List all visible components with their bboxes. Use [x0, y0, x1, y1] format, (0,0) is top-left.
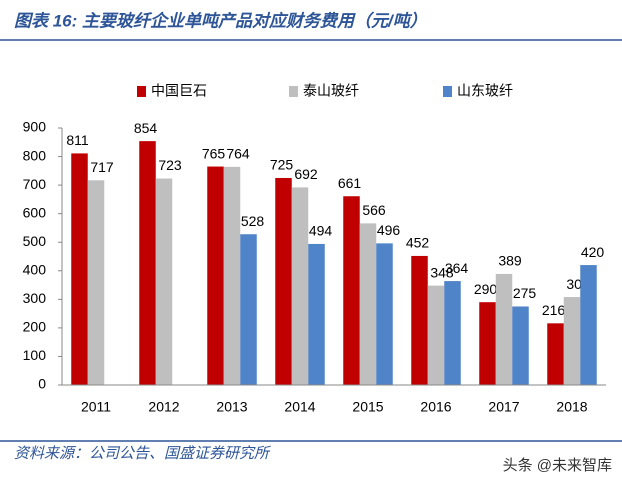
data-label: 290: [474, 281, 498, 297]
bar: [139, 141, 156, 385]
bar: [87, 180, 105, 385]
watermark: 头条 @未来智库: [503, 456, 612, 474]
data-label: 765: [202, 145, 226, 161]
data-label: 496: [377, 222, 401, 238]
x-tick-label: 2015: [352, 399, 383, 415]
data-label: 566: [362, 202, 386, 218]
data-label: 216: [542, 302, 566, 318]
legend-swatch: [443, 86, 452, 97]
data-label: 452: [406, 235, 430, 251]
bar: [495, 273, 513, 385]
source-note: 资料来源：公司公告、国盛证券研究所: [14, 445, 271, 462]
data-label: 854: [134, 120, 158, 136]
data-label: 275: [513, 285, 537, 301]
data-label: 661: [338, 175, 362, 191]
bar: [580, 265, 597, 385]
x-tick-label: 2014: [284, 399, 315, 415]
bar: [427, 285, 445, 385]
y-tick-label: 0: [38, 376, 46, 392]
data-label: 692: [294, 166, 318, 182]
y-tick-label: 700: [23, 176, 47, 192]
bar: [343, 196, 360, 385]
bar: [359, 223, 377, 385]
bar: [376, 243, 393, 385]
bar: [240, 234, 257, 385]
y-tick-label: 900: [23, 119, 47, 135]
data-label: 725: [270, 157, 294, 173]
legend-label: 中国巨石: [151, 83, 207, 99]
bar: [275, 177, 292, 385]
x-tick-label: 2011: [81, 399, 111, 415]
data-label: 420: [581, 244, 605, 260]
data-label: 723: [158, 157, 182, 173]
legend-label: 山东玻纤: [457, 83, 513, 99]
data-label: 764: [226, 146, 250, 162]
bar: [207, 166, 224, 385]
bar: [512, 306, 529, 385]
bar: [155, 178, 173, 385]
data-label: 811: [66, 132, 89, 148]
y-tick-label: 800: [23, 147, 47, 163]
bar: [291, 187, 309, 385]
x-tick-label: 2012: [148, 399, 179, 415]
chart-title: 图表 16: 主要玻纤企业单吨产品对应财务费用（元/吨）: [14, 11, 427, 30]
y-tick-label: 400: [23, 261, 47, 277]
bar: [479, 302, 496, 385]
bar: [308, 243, 325, 385]
data-label: 348: [430, 264, 454, 280]
y-tick-label: 300: [23, 290, 47, 306]
data-label: 389: [498, 253, 522, 269]
bar: [223, 166, 241, 385]
legend-swatch: [289, 86, 298, 97]
data-label: 364: [445, 260, 469, 276]
bar: [444, 281, 461, 385]
y-tick-label: 100: [23, 347, 47, 363]
y-tick-label: 600: [23, 204, 47, 220]
data-label: 528: [241, 213, 265, 229]
legend-swatch: [137, 86, 146, 97]
y-tick-label: 500: [23, 233, 47, 249]
x-tick-label: 2013: [216, 399, 247, 415]
data-label: 717: [90, 159, 114, 175]
bar: [547, 323, 564, 385]
data-label: 494: [309, 223, 333, 239]
bar: [563, 297, 581, 385]
x-tick-label: 2016: [420, 399, 451, 415]
bar: [411, 255, 428, 385]
y-tick-label: 200: [23, 319, 47, 335]
x-tick-label: 2018: [556, 399, 587, 415]
legend-label: 泰山玻纤: [303, 83, 359, 99]
bar: [71, 153, 88, 385]
x-tick-label: 2017: [488, 399, 519, 415]
